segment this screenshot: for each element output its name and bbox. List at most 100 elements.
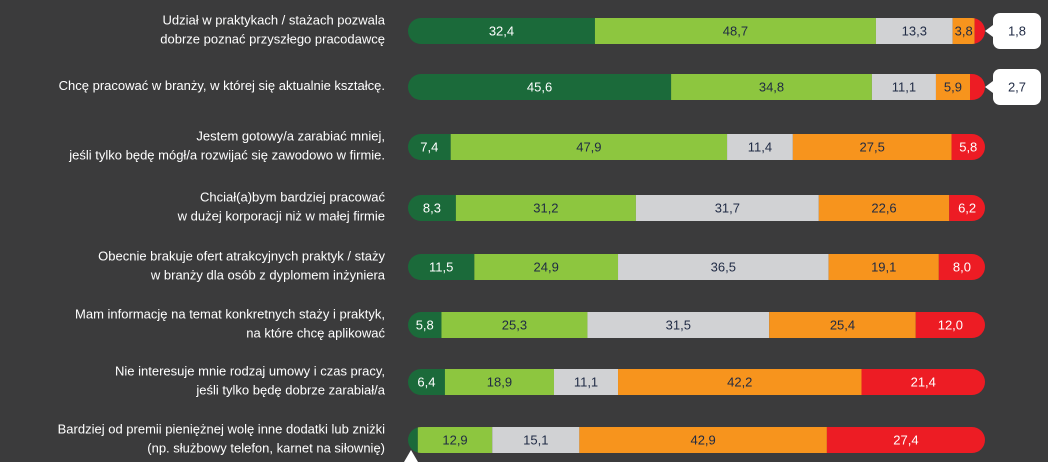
value-label: 31,2: [533, 200, 558, 215]
category-line: jeśli tylko będę mógł/a rozwijać się zaw…: [68, 148, 385, 163]
bar-segment: [826, 427, 985, 453]
category-label: Bardziej od premii pieniężnej wolę inne …: [58, 422, 385, 456]
bar-segment: [408, 312, 442, 338]
category-line: dobrze poznać przyszłego pracodawcę: [160, 32, 385, 47]
value-label: 27,4: [893, 432, 918, 447]
bar-segment: [949, 195, 985, 221]
callout-pointer: [985, 81, 993, 93]
value-label: 18,9: [487, 374, 512, 389]
value-label: 15,1: [523, 432, 548, 447]
category-line: Jestem gotowy/a zarabiać mniej,: [196, 129, 385, 144]
value-label: 45,6: [527, 79, 552, 94]
category-line: w dużej korporacji niż w małej firmie: [177, 209, 385, 224]
value-label: 36,5: [711, 259, 736, 274]
value-label: 22,6: [871, 200, 896, 215]
category-line: (np. służbowy telefon, karnet na siłowni…: [147, 441, 385, 456]
value-label: 31,7: [715, 200, 740, 215]
value-label: 25,3: [502, 317, 527, 332]
bar-segment: [951, 134, 985, 160]
bar-segment: [408, 369, 445, 395]
value-label: 5,8: [959, 139, 977, 154]
callout-pointer: [404, 450, 418, 462]
bar-segment: [450, 134, 728, 160]
callout-box: [993, 69, 1041, 105]
bar-segment: [408, 195, 456, 221]
category-line: na które chcę aplikować: [246, 326, 385, 341]
value-label: 24,9: [534, 259, 559, 274]
value-label: 11,1: [892, 79, 916, 94]
bar-row: [408, 369, 985, 395]
bar-segment: [587, 312, 770, 338]
bar-segment: [417, 427, 493, 453]
category-label: Obecnie brakuje ofert atrakcyjnych prakt…: [98, 249, 386, 283]
value-label: 21,4: [911, 374, 936, 389]
value-label: 48,7: [723, 23, 748, 38]
value-label: 19,1: [871, 259, 896, 274]
bar-row: [408, 134, 985, 160]
category-line: jeśli tylko będę dobrze zarabiał/a: [195, 383, 385, 398]
value-label: 7,4: [420, 139, 438, 154]
value-label: 1,8: [1008, 23, 1026, 38]
value-label: 8,3: [423, 200, 441, 215]
bar-segment: [935, 74, 970, 100]
category-label: Mam informację na temat konkretnych staż…: [75, 307, 385, 341]
bar-segment: [871, 74, 936, 100]
category-line: Mam informację na temat konkretnych staż…: [75, 307, 385, 322]
bar-row: [408, 254, 985, 280]
bar-segment: [553, 369, 619, 395]
bar-segment: [671, 74, 872, 100]
value-label: 3,8: [955, 23, 973, 38]
value-label: 42,2: [727, 374, 752, 389]
value-label: 13,3: [902, 23, 927, 38]
bar-row: [408, 195, 985, 221]
value-label: 27,5: [860, 139, 885, 154]
bar-row: [408, 18, 985, 44]
category-line: Chciał(a)bym bardziej pracować: [200, 190, 385, 205]
value-label: 34,8: [759, 79, 784, 94]
bar-segment: [408, 74, 672, 100]
bar-row: [408, 427, 985, 453]
value-label: 6,4: [417, 374, 435, 389]
bar-segment: [727, 134, 793, 160]
value-label: 42,9: [690, 432, 715, 447]
bar-segment: [915, 312, 985, 338]
category-line: w branży dla osób z dyplomem inżyniera: [150, 268, 386, 283]
bar-segment: [938, 254, 985, 280]
value-label: 8,0: [953, 259, 971, 274]
bar-segment: [444, 369, 554, 395]
value-label: 47,9: [576, 139, 601, 154]
bar-segment: [618, 369, 862, 395]
bar-segment: [408, 254, 475, 280]
bar-segment: [408, 427, 418, 453]
bar-segment: [828, 254, 939, 280]
bar-segment: [441, 312, 588, 338]
category-label: Chciał(a)bym bardziej pracować w dużej ko…: [177, 190, 386, 224]
category-line: Obecnie brakuje ofert atrakcyjnych prakt…: [98, 249, 385, 264]
callout-box: [993, 13, 1041, 49]
value-label: 5,8: [416, 317, 434, 332]
category-label: Nie interesuje mnie rodzaj umowy i czas …: [115, 364, 386, 398]
bar-segment: [861, 369, 985, 395]
bar-segment: [952, 18, 975, 44]
bar-segment: [408, 18, 595, 44]
bar-segment: [969, 74, 985, 100]
value-label: 31,5: [666, 317, 691, 332]
category-label: Jestem gotowy/a zarabiać mniej, jeśli tyl…: [68, 129, 385, 163]
bar-segment: [818, 195, 950, 221]
value-label: 11,1: [574, 374, 598, 389]
category-line: Bardziej od premii pieniężnej wolę inne …: [58, 422, 385, 437]
bar-segment: [474, 254, 619, 280]
bar-row: [408, 312, 985, 338]
category-label: Udział w praktykach / stażach pozwala dob…: [160, 13, 386, 47]
category-line: Chcę pracować w branży, w której się akt…: [59, 78, 385, 93]
category-label: Chcę pracować w branży, w której się akt…: [59, 78, 385, 93]
bar-segment: [974, 18, 985, 44]
bar-segment: [455, 195, 636, 221]
bar-segment: [769, 312, 916, 338]
bar-segment: [875, 18, 953, 44]
value-label: 5,9: [944, 79, 962, 94]
bar-segment: [618, 254, 829, 280]
value-label: 12,0: [938, 317, 963, 332]
callout-pointer: [985, 25, 993, 37]
